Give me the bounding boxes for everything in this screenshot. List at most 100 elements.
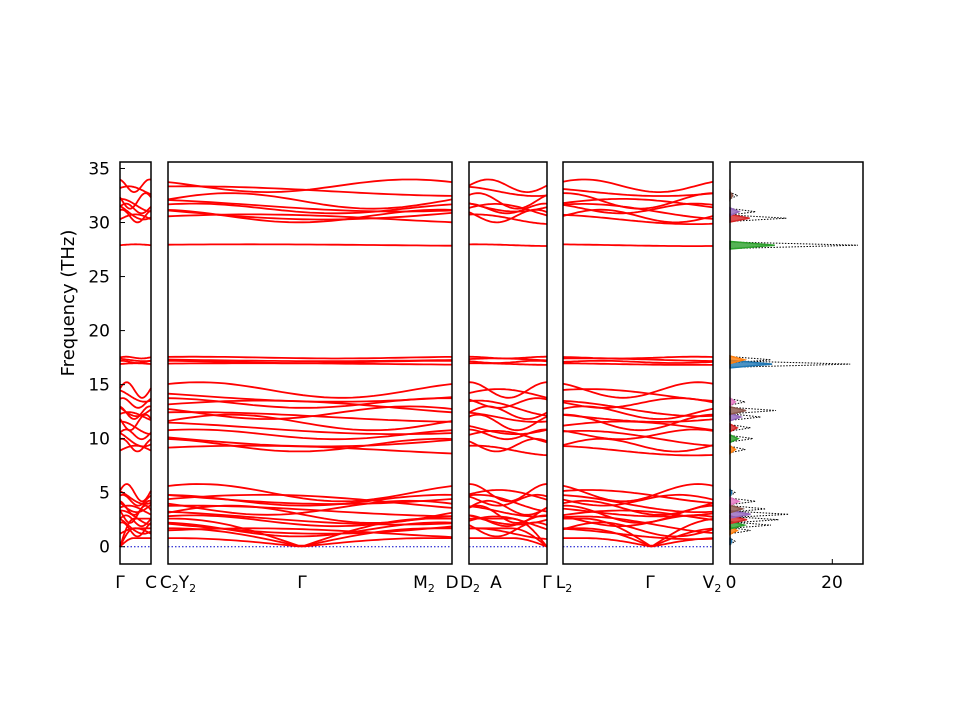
band-mid-optic-10 [167,392,453,403]
band-flat-17-0 [469,362,547,366]
y-tick-labels: 0 5 10 15 20 25 30 35 [88,159,110,557]
band-mid-optic-3 [468,428,547,441]
band-flat-28-0 [119,243,152,247]
band-flat-17-2 [119,357,151,362]
band-mid-optic-10 [119,389,152,403]
label-v2: V2 [703,573,722,595]
band-mid-optic-3 [562,428,714,441]
band-high-optic-7 [468,178,548,194]
band-high-optic-0 [119,213,152,221]
label-d2: D2 [460,573,480,595]
label-a: A [490,573,502,593]
band-panel-2 [167,161,453,565]
band-mid-optic-11 [562,381,714,399]
y-tick-label-20: 20 [88,322,110,342]
band-high-optic-7 [119,178,152,194]
band-acoustic-2 [168,527,452,547]
label-gamma-3: Γ [542,573,552,593]
band-low-optic-8 [119,501,152,513]
band-flat-17-3 [119,355,152,360]
band-mid-optic-7 [468,405,548,420]
band-low-optic-6 [468,505,548,518]
label-c2y2: C2Y2 [160,573,196,595]
band-high-optic-6 [468,185,548,197]
band-mid-optic-10 [468,388,548,399]
band-mid-optic-9 [468,397,548,409]
panel-frame [468,161,548,565]
band-mid-optic-2 [167,436,453,448]
band-mid-optic-0 [562,445,714,457]
band-high-optic-5 [119,192,152,210]
band-low-optic-10 [119,490,152,505]
band-flat-17-0 [563,362,713,366]
band-flat-17-3 [562,355,714,360]
panel-frame [167,161,453,565]
band-flat-17-2 [167,358,453,362]
band-mid-optic-4 [167,421,453,436]
band-flat-17-3 [167,355,452,360]
band-mid-optic-1 [562,437,714,453]
band-low-optic-9 [468,493,548,507]
dos-projection-6 [729,496,741,507]
band-mid-optic-11 [468,381,548,399]
band-high-optic-0 [562,213,714,225]
band-low-optic-7 [167,499,453,516]
label-c: C [145,573,157,593]
band-low-optic-8 [562,494,714,513]
band-low-optic-11 [167,483,453,503]
band-panel-1 [119,161,152,565]
band-mid-optic-7 [167,405,453,420]
band-low-optic-10 [167,494,453,505]
label-gamma-1: Γ [115,573,125,593]
band-high-optic-4 [167,199,453,213]
band-low-optic-0 [468,527,548,540]
y-tick-label-10: 10 [88,430,110,450]
band-low-optic-10 [562,489,714,504]
band-panel-3 [468,161,548,565]
band-mid-optic-6 [468,411,548,423]
high-symmetry-labels: Γ C C2Y2 Γ M2 D D2 A Γ L2 Γ V2 0 20 [115,573,843,595]
band-high-optic-3 [167,202,453,215]
band-mid-optic-8 [562,400,714,418]
dos-panel [729,161,864,565]
band-mid-optic-5 [119,413,152,432]
y-axis-label: Frequency (THz) [58,230,79,377]
band-mid-optic-10 [562,388,714,402]
dos-frame [729,161,864,565]
band-mid-optic-8 [119,406,152,418]
band-flat-28-0 [167,243,452,247]
band-acoustic-3 [168,517,452,547]
band-panel-4 [562,161,714,565]
band-low-optic-11 [119,483,152,503]
band-low-optic-11 [562,483,714,503]
band-low-optic-2 [167,522,453,535]
band-low-optic-8 [167,493,453,509]
band-low-optic-11 [468,483,548,503]
band-low-optic-4 [468,514,548,526]
band-flat-17-1 [468,359,548,364]
band-acoustic-2 [563,527,714,547]
band-high-optic-6 [119,185,152,196]
band-low-optic-0 [562,527,714,540]
band-mid-optic-6 [562,413,714,423]
y-tick-label-25: 25 [88,268,110,288]
label-gamma-4: Γ [645,573,655,593]
band-mid-optic-3 [119,428,152,441]
label-gamma-2: Γ [297,573,307,593]
band-high-optic-4 [562,198,714,209]
band-mid-optic-1 [119,437,152,453]
label-m2: M2 [413,573,435,595]
band-high-optic-2 [468,203,548,217]
band-low-optic-5 [119,504,152,524]
band-low-optic-5 [563,504,714,524]
band-flat-17-3 [468,355,547,360]
band-high-optic-5 [562,192,714,210]
band-low-optic-4 [167,510,453,526]
band-high-optic-7 [562,178,714,193]
label-d: D [445,573,458,593]
band-high-optic-2 [167,209,453,221]
band-low-optic-9 [562,493,714,507]
y-tick-label-35: 35 [88,159,110,179]
dos-projection-18 [729,206,741,217]
